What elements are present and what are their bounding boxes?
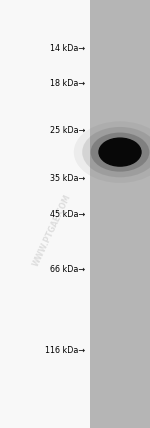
Text: 66 kDa→: 66 kDa→ — [50, 265, 86, 274]
Ellipse shape — [74, 122, 150, 183]
Text: 14 kDa→: 14 kDa→ — [50, 44, 86, 53]
Ellipse shape — [82, 127, 150, 177]
Text: 116 kDa→: 116 kDa→ — [45, 346, 86, 355]
Text: WWW.PTGAE.COM: WWW.PTGAE.COM — [32, 193, 73, 268]
Bar — [90, 0, 150, 428]
Text: 35 kDa→: 35 kDa→ — [50, 175, 86, 184]
Text: 45 kDa→: 45 kDa→ — [50, 211, 86, 220]
Bar — [0, 0, 90, 428]
Ellipse shape — [99, 138, 141, 166]
Text: 18 kDa→: 18 kDa→ — [50, 80, 86, 89]
Ellipse shape — [91, 133, 149, 172]
Text: 25 kDa→: 25 kDa→ — [50, 126, 86, 135]
